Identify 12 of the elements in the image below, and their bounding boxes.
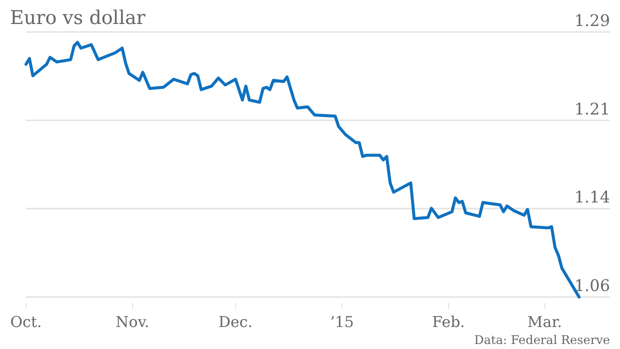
y-tick-label: 1.06 — [574, 276, 610, 295]
text: Data: Federal Reserve — [474, 333, 610, 347]
y-tick-label: 1.21 — [574, 99, 610, 118]
x-tick-label: Nov. — [116, 313, 150, 331]
x-tick-label: ’15 — [330, 313, 354, 331]
x-tick-label: Mar. — [527, 313, 562, 331]
x-tick-label: Oct. — [10, 313, 42, 331]
x-tick-label: Feb. — [432, 313, 465, 331]
y-tick-label: 1.29 — [574, 11, 610, 30]
x-tick-label: Dec. — [218, 313, 253, 331]
chart-title: Euro vs dollar — [10, 7, 146, 29]
y-tick-label: 1.14 — [574, 188, 610, 207]
